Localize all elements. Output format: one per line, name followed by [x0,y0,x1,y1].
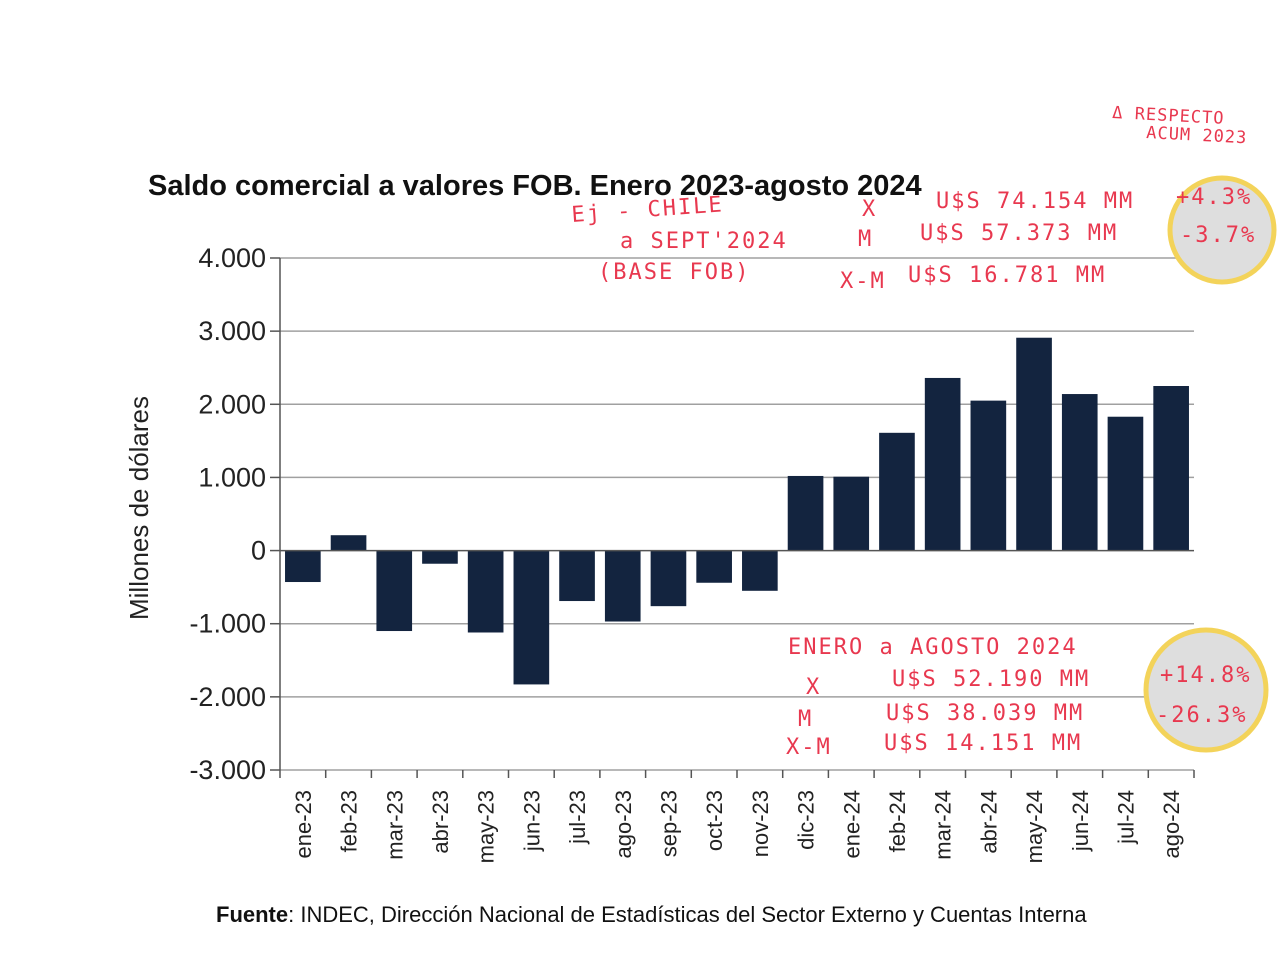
annotation-chile-x-label: X [862,197,877,222]
bar-ene-24 [833,476,870,551]
highlight-circle-chile [1167,175,1277,285]
x-tick-label: jul-24 [1113,790,1138,845]
x-tick-label: ene-23 [291,790,316,859]
bar-ago-24 [1153,386,1189,551]
bar-feb-23 [330,535,367,551]
y-tick-label: 3.000 [198,316,266,346]
annotation-chile-m-value: U$S 57.373 MM [920,221,1118,246]
annotation-chile-x-value: U$S 74.154 MM [936,189,1134,214]
x-tick-label: feb-24 [885,790,910,852]
x-tick-label: ago-24 [1159,790,1184,859]
x-tick-label: dic-23 [794,790,819,850]
annotation-arg-x-label: X [806,675,821,700]
bar-abr-23 [422,550,458,564]
bar-mar-24 [924,377,961,551]
x-tick-label: abr-23 [428,790,453,854]
x-tick-label: jul-23 [565,790,590,845]
annotation-chile-x-pct: +4.3% [1176,185,1252,210]
source-text: : INDEC, Dirección Nacional de Estadísti… [288,902,1087,927]
bar-abr-24 [970,400,1007,551]
y-tick-label: -1.000 [189,609,266,639]
bar-may-23 [467,550,504,633]
highlight-circle-argentina [1143,627,1269,753]
y-tick-label: 2.000 [198,389,266,419]
gridlines [280,257,1194,771]
x-tick-label: may-24 [1022,790,1047,863]
bar-may-24 [1016,337,1052,551]
bar-feb-24 [879,432,915,551]
annotation-chile-xm-label: X-M [840,269,886,294]
x-tick-label: abr-24 [976,790,1001,854]
x-tick-label: oct-23 [702,790,727,851]
annotation-respecto-line2: ACUM 2023 [1146,123,1248,148]
y-tick-label: 1.000 [198,462,266,492]
x-tick-label: mar-23 [382,790,407,860]
x-tick-label: feb-23 [337,790,362,852]
bar-jul-23 [559,550,595,602]
bars [285,337,1189,685]
annotation-arg-m-value: U$S 38.039 MM [886,701,1084,726]
bar-jul-24 [1107,416,1144,551]
annotation-arg-m-pct: -26.3% [1156,703,1247,728]
annotation-chile-m-label: M [858,227,873,252]
bar-ago-23 [604,550,641,622]
annotation-chile-m-pct: -3.7% [1180,223,1256,248]
annotation-chile-xm-value: U$S 16.781 MM [908,263,1106,288]
x-tick-label: ago-23 [611,790,636,859]
annotation-chile-line2: a SEPT'2024 [620,229,788,254]
x-tick-label: may-23 [474,790,499,863]
bar-ene-23 [285,550,321,583]
bar-dic-23 [787,475,824,551]
y-tick-label: 0 [251,536,266,566]
annotation-arg-xm-value: U$S 14.151 MM [884,731,1082,756]
bar-mar-23 [376,550,413,632]
x-tick-label: nov-23 [748,790,773,857]
x-tick-label: mar-24 [931,790,956,860]
annotation-chile-line3: (BASE FOB) [598,260,750,285]
annotation-arg-x-value: U$S 52.190 MM [892,667,1090,692]
y-tick-label: -3.000 [189,755,266,785]
bar-jun-24 [1061,394,1098,551]
annotation-arg-heading: ENERO a AGOSTO 2024 [788,635,1078,660]
x-tick-label: jun-24 [1068,790,1093,852]
y-tick-label: 4.000 [198,243,266,273]
y-axis-label: Millones de dólares [124,396,154,620]
x-tick-label: ene-24 [839,790,864,859]
source-label: Fuente [216,902,288,927]
annotation-arg-xm-label: X-M [786,735,832,760]
chart-title: Saldo comercial a valores FOB. Enero 202… [148,170,922,202]
y-axis-ticks: 4.000 3.000 2.000 1.000 0 -1.000 -2.000 -3.000 [189,243,280,785]
x-tick-label: jun-23 [519,790,544,852]
bar-sep-23 [650,550,687,607]
source-note: Fuente: INDEC, Dirección Nacional de Est… [216,902,1087,927]
y-tick-label: -2.000 [189,682,266,712]
bar-nov-23 [742,550,778,591]
annotation-arg-m-label: M [798,707,813,732]
x-tick-label: sep-23 [656,790,681,857]
bar-oct-23 [696,550,732,583]
annotation-arg-x-pct: +14.8% [1160,663,1251,688]
x-axis-ticks: ene-23 feb-23 mar-23 abr-23 may-23 jun-23 jul-… [279,770,1195,863]
bar-jun-23 [513,550,550,685]
